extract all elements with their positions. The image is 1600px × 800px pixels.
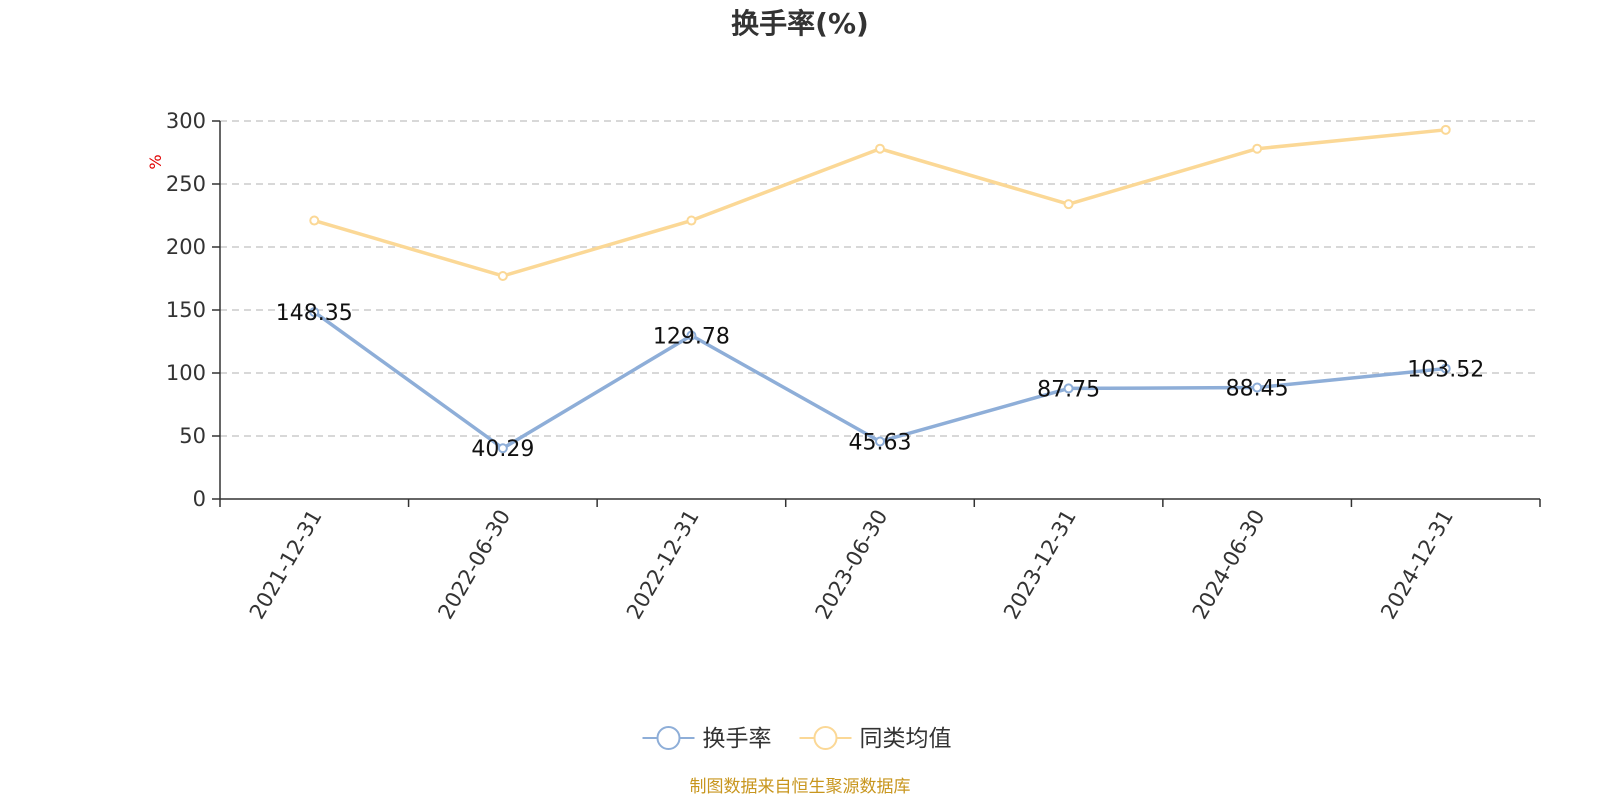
x-tick-label: 2023-12-31 (999, 506, 1081, 624)
grid-lines (220, 120, 1540, 437)
data-label: 88.45 (1226, 377, 1289, 402)
data-labels: 148.35 40.29 129.78 45.63 87.75 88.45 103.52 (276, 301, 1484, 462)
data-point (875, 143, 885, 154)
legend-label: 同类均值 (860, 726, 952, 752)
data-point (1063, 199, 1074, 210)
x-tick-label: 2022-06-30 (433, 506, 515, 624)
data-point (309, 307, 320, 318)
legend-label: 换手率 (703, 726, 772, 752)
legend-swatch-marker (656, 726, 681, 750)
data-label: 129.78 (653, 324, 730, 349)
data-source-note: 制图数据来自恒生聚源数据库 (690, 777, 911, 797)
x-axis-ticks: 2021-12-31 2022-06-30 2022-12-31 2023-06-30… (219, 499, 1541, 624)
y-tick-label: 150 (166, 298, 206, 322)
legend-item-0[interactable]: 换手率 (642, 726, 772, 752)
data-point (686, 330, 697, 341)
data-point (1063, 383, 1074, 394)
x-tick-label: 2024-12-31 (1376, 506, 1458, 624)
x-tick-label: 2024-06-30 (1188, 506, 1270, 624)
y-axis-unit: % (146, 154, 165, 169)
data-point (1440, 124, 1451, 135)
data-label: 40.29 (471, 437, 534, 462)
data-point (1252, 382, 1263, 393)
data-point (1440, 363, 1451, 374)
x-tick-label: 2023-06-30 (811, 506, 893, 624)
data-point (686, 215, 697, 226)
legend-swatch-marker (813, 726, 838, 750)
data-point (497, 443, 508, 454)
y-tick-label: 300 (166, 109, 206, 133)
data-point (309, 215, 320, 226)
y-tick-label: 200 (166, 235, 206, 259)
y-tick-label: 50 (179, 424, 206, 448)
data-point (875, 436, 885, 447)
legend[interactable]: 换手率 同类均值 (642, 726, 952, 752)
y-tick-label: 250 (166, 172, 206, 196)
legend-item-1[interactable]: 同类均值 (799, 726, 952, 752)
data-point (1252, 143, 1263, 154)
data-point (497, 270, 508, 281)
data-label: 148.35 (276, 301, 353, 326)
chart-title: 换手率(%) (731, 7, 869, 40)
data-label: 45.63 (849, 431, 912, 456)
x-tick-label: 2021-12-31 (245, 506, 327, 624)
x-tick-label: 2022-12-31 (622, 506, 704, 624)
data-label: 103.52 (1407, 358, 1484, 383)
y-tick-label: 100 (166, 361, 206, 385)
y-tick-label: 0 (193, 487, 206, 511)
series-layer (309, 124, 1451, 454)
data-label: 87.75 (1037, 377, 1100, 402)
y-axis-ticks: 0 50 100 150 200 250 300 (166, 109, 220, 511)
